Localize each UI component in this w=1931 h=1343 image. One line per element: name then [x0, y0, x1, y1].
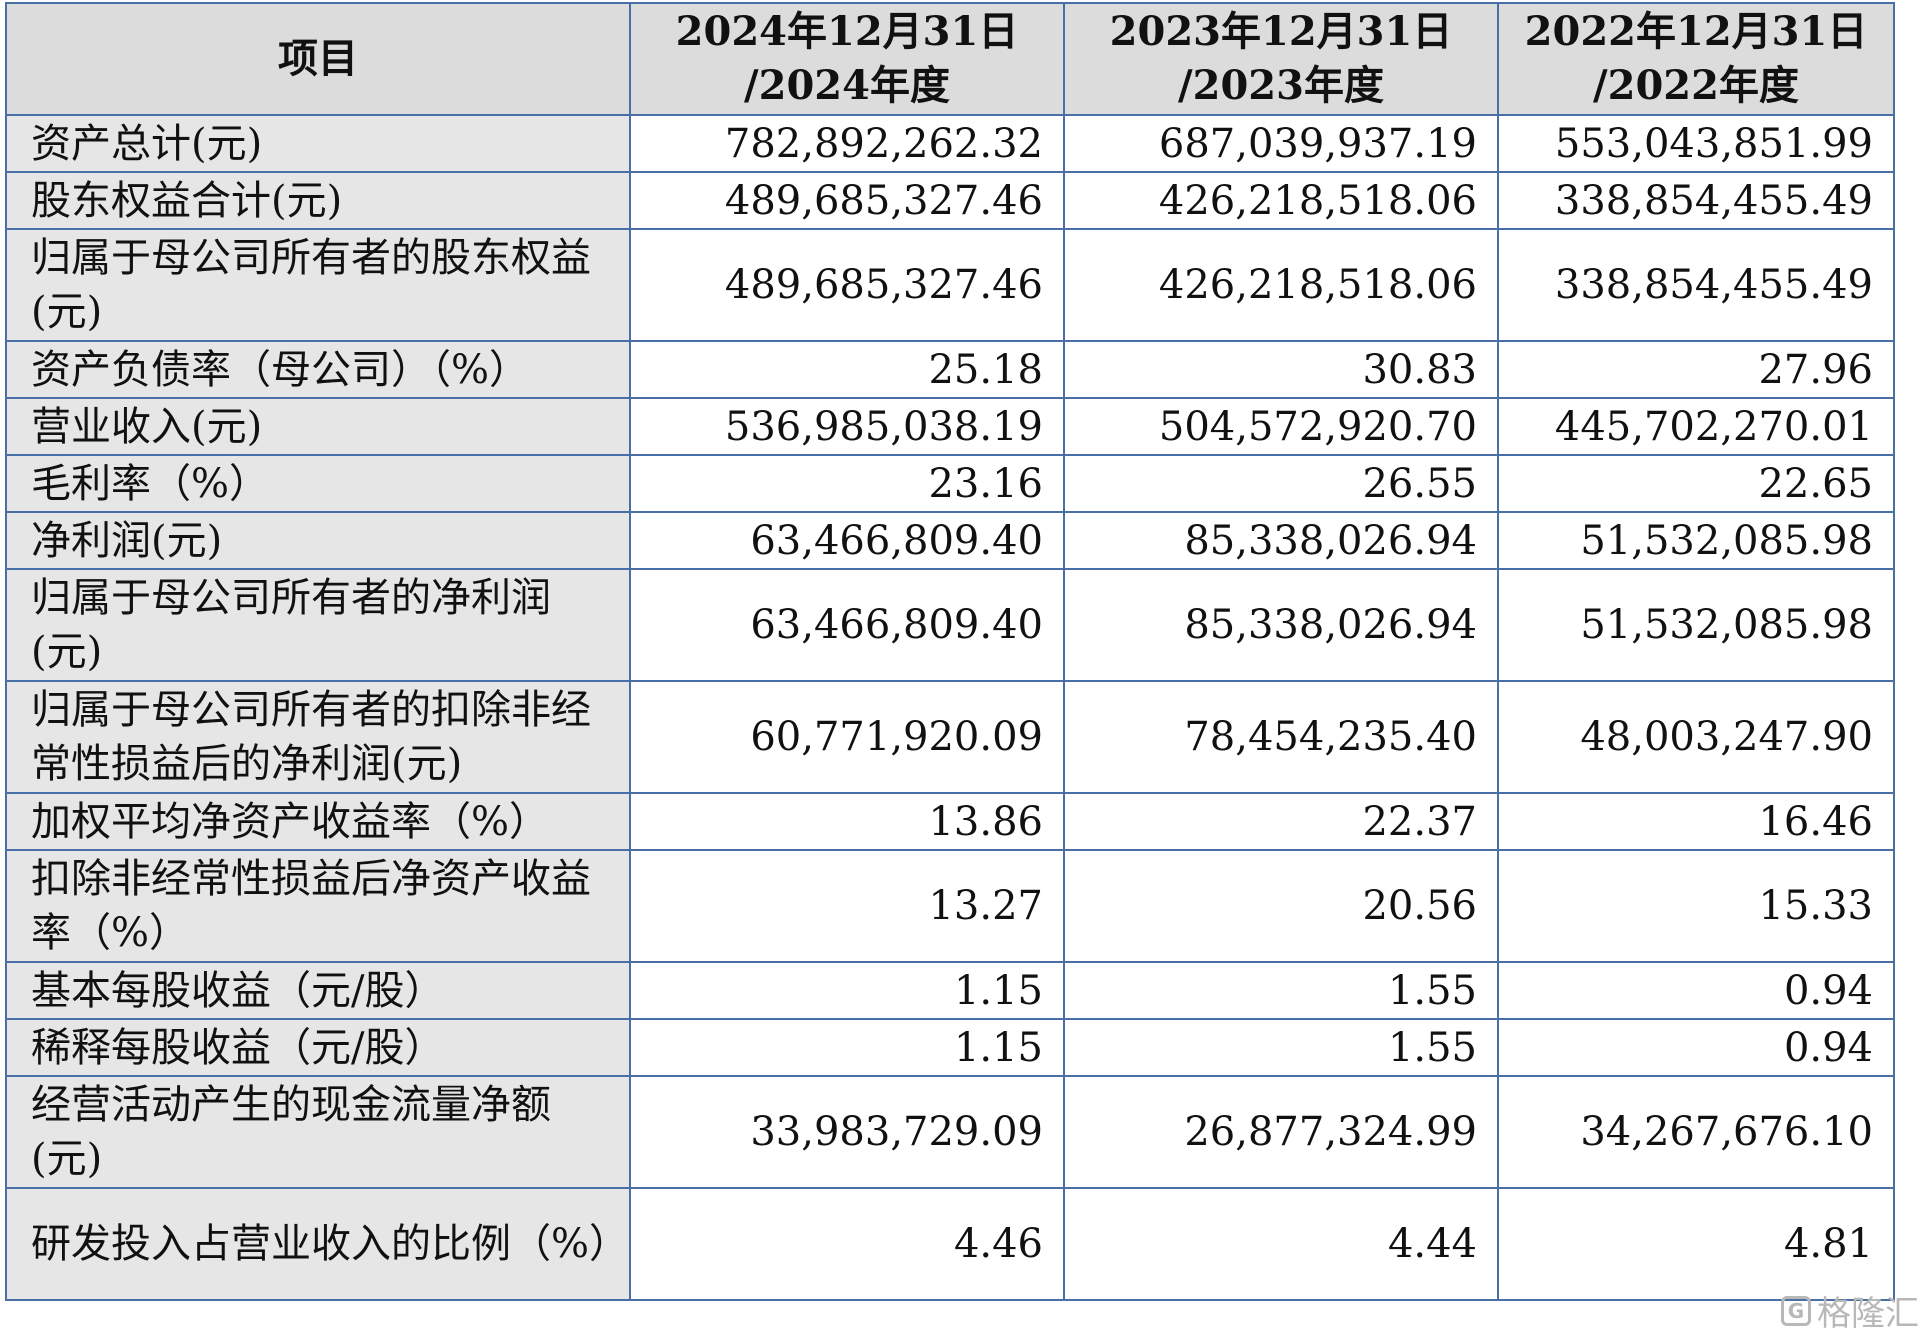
- header-item: 项目: [5, 2, 631, 116]
- table-row: 资产负债率（母公司）（%） 25.18 30.83 27.96: [5, 340, 1895, 399]
- header-col-2022-date: 2022年12月31日: [1524, 8, 1868, 55]
- value-2024: 489,685,327.46: [629, 228, 1065, 342]
- value-2023: 26,877,324.99: [1063, 1075, 1499, 1189]
- value-2022: 0.94: [1497, 1018, 1895, 1077]
- value-2024: 63,466,809.40: [629, 511, 1065, 570]
- value-2023: 1.55: [1063, 961, 1499, 1020]
- value-2022: 445,702,270.01: [1497, 397, 1895, 456]
- value-2022: 27.96: [1497, 340, 1895, 399]
- row-label: 经营活动产生的现金流量净额(元): [5, 1075, 631, 1189]
- row-label: 资产总计(元): [5, 114, 631, 173]
- header-col-2024-year: /2024年度: [744, 62, 950, 109]
- header-col-2022: 2022年12月31日 /2022年度: [1497, 2, 1895, 116]
- value-2022: 338,854,455.49: [1497, 228, 1895, 342]
- value-2022: 51,532,085.98: [1497, 511, 1895, 570]
- value-2024: 489,685,327.46: [629, 171, 1065, 230]
- value-2024: 25.18: [629, 340, 1065, 399]
- row-label: 研发投入占营业收入的比例（%）: [5, 1187, 631, 1301]
- watermark-text: 格隆汇: [1817, 1294, 1919, 1334]
- row-label: 毛利率（%）: [5, 454, 631, 513]
- value-2022: 338,854,455.49: [1497, 171, 1895, 230]
- value-2022: 4.81: [1497, 1187, 1895, 1301]
- value-2023: 85,338,026.94: [1063, 568, 1499, 682]
- value-2023: 687,039,937.19: [1063, 114, 1499, 173]
- gelonghui-logo-icon: G: [1781, 1295, 1811, 1326]
- value-2024: 23.16: [629, 454, 1065, 513]
- row-label: 净利润(元): [5, 511, 631, 570]
- value-2023: 26.55: [1063, 454, 1499, 513]
- table-row: 净利润(元) 63,466,809.40 85,338,026.94 51,53…: [5, 511, 1895, 570]
- value-2022: 0.94: [1497, 961, 1895, 1020]
- header-col-2022-year: /2022年度: [1593, 62, 1799, 109]
- row-label: 归属于母公司所有者的扣除非经常性损益后的净利润(元): [5, 680, 631, 794]
- value-2022: 34,267,676.10: [1497, 1075, 1895, 1189]
- table-row: 经营活动产生的现金流量净额(元) 33,983,729.09 26,877,32…: [5, 1075, 1895, 1189]
- row-label: 归属于母公司所有者的股东权益(元): [5, 228, 631, 342]
- value-2024: 536,985,038.19: [629, 397, 1065, 456]
- value-2023: 78,454,235.40: [1063, 680, 1499, 794]
- table-row: 扣除非经常性损益后净资产收益率（%） 13.27 20.56 15.33: [5, 849, 1895, 963]
- header-col-2023-year: /2023年度: [1178, 62, 1384, 109]
- value-2023: 22.37: [1063, 792, 1499, 851]
- row-label: 稀释每股收益（元/股）: [5, 1018, 631, 1077]
- value-2022: 22.65: [1497, 454, 1895, 513]
- value-2024: 782,892,262.32: [629, 114, 1065, 173]
- table-row: 归属于母公司所有者的净利润(元) 63,466,809.40 85,338,02…: [5, 568, 1895, 682]
- value-2024: 1.15: [629, 961, 1065, 1020]
- value-2022: 553,043,851.99: [1497, 114, 1895, 173]
- row-label: 归属于母公司所有者的净利润(元): [5, 568, 631, 682]
- value-2024: 13.27: [629, 849, 1065, 963]
- value-2024: 60,771,920.09: [629, 680, 1065, 794]
- table-row: 基本每股收益（元/股） 1.15 1.55 0.94: [5, 961, 1895, 1020]
- row-label: 营业收入(元): [5, 397, 631, 456]
- header-col-2024: 2024年12月31日 /2024年度: [629, 2, 1065, 116]
- row-label: 基本每股收益（元/股）: [5, 961, 631, 1020]
- table-row: 归属于母公司所有者的股东权益(元) 489,685,327.46 426,218…: [5, 228, 1895, 342]
- value-2023: 504,572,920.70: [1063, 397, 1499, 456]
- header-col-2023: 2023年12月31日 /2023年度: [1063, 2, 1499, 116]
- header-row: 项目 2024年12月31日 /2024年度 2023年12月31日 /2023…: [5, 2, 1895, 116]
- value-2023: 426,218,518.06: [1063, 171, 1499, 230]
- row-label: 股东权益合计(元): [5, 171, 631, 230]
- header-col-2024-date: 2024年12月31日: [675, 8, 1019, 55]
- value-2022: 16.46: [1497, 792, 1895, 851]
- value-2024: 63,466,809.40: [629, 568, 1065, 682]
- watermark: G 格隆汇: [1781, 1286, 1919, 1335]
- financial-data-table: 项目 2024年12月31日 /2024年度 2023年12月31日 /2023…: [5, 2, 1895, 1301]
- value-2024: 13.86: [629, 792, 1065, 851]
- row-label: 加权平均净资产收益率（%）: [5, 792, 631, 851]
- value-2023: 1.55: [1063, 1018, 1499, 1077]
- table-row: 研发投入占营业收入的比例（%） 4.46 4.44 4.81: [5, 1187, 1895, 1301]
- table-row: 毛利率（%） 23.16 26.55 22.65: [5, 454, 1895, 513]
- value-2022: 15.33: [1497, 849, 1895, 963]
- value-2022: 51,532,085.98: [1497, 568, 1895, 682]
- table-row: 稀释每股收益（元/股） 1.15 1.55 0.94: [5, 1018, 1895, 1077]
- value-2023: 20.56: [1063, 849, 1499, 963]
- table-row: 股东权益合计(元) 489,685,327.46 426,218,518.06 …: [5, 171, 1895, 230]
- value-2024: 33,983,729.09: [629, 1075, 1065, 1189]
- table-row: 资产总计(元) 782,892,262.32 687,039,937.19 55…: [5, 114, 1895, 173]
- header-col-2023-date: 2023年12月31日: [1109, 8, 1453, 55]
- table-row: 营业收入(元) 536,985,038.19 504,572,920.70 44…: [5, 397, 1895, 456]
- value-2023: 30.83: [1063, 340, 1499, 399]
- value-2024: 1.15: [629, 1018, 1065, 1077]
- table-row: 加权平均净资产收益率（%） 13.86 22.37 16.46: [5, 792, 1895, 851]
- row-label: 扣除非经常性损益后净资产收益率（%）: [5, 849, 631, 963]
- value-2024: 4.46: [629, 1187, 1065, 1301]
- value-2023: 426,218,518.06: [1063, 228, 1499, 342]
- value-2023: 85,338,026.94: [1063, 511, 1499, 570]
- value-2022: 48,003,247.90: [1497, 680, 1895, 794]
- value-2023: 4.44: [1063, 1187, 1499, 1301]
- row-label: 资产负债率（母公司）（%）: [5, 340, 631, 399]
- table-row: 归属于母公司所有者的扣除非经常性损益后的净利润(元) 60,771,920.09…: [5, 680, 1895, 794]
